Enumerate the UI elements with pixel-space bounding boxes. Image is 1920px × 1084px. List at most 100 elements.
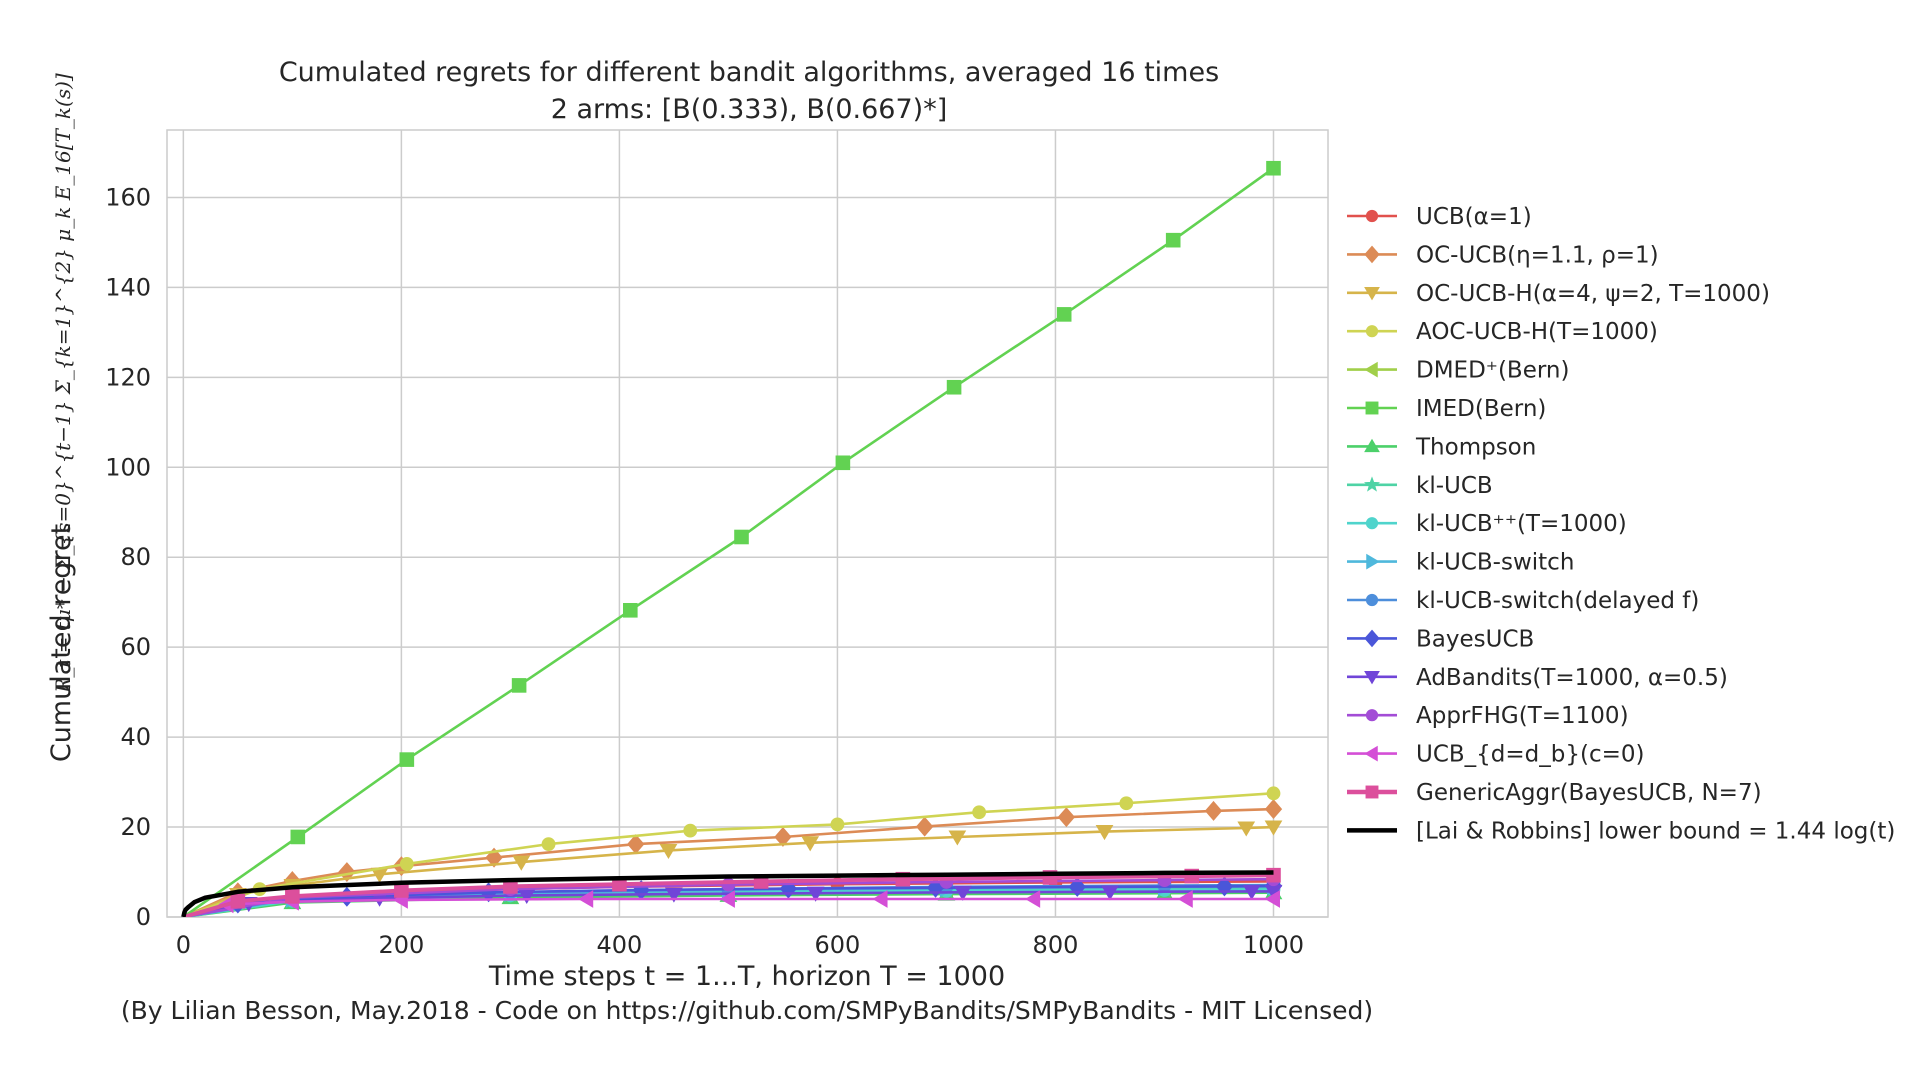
data-point-marker bbox=[1057, 807, 1076, 828]
series-1 bbox=[182, 799, 1283, 917]
legend-entry: ApprFHG(T=1100) bbox=[1347, 703, 1629, 729]
data-point-marker bbox=[1101, 885, 1119, 901]
data-point-marker bbox=[915, 816, 934, 837]
data-point-marker bbox=[338, 862, 356, 882]
data-point-marker bbox=[1056, 307, 1072, 322]
legend-label: kl-UCB⁺⁺(T=1000) bbox=[1416, 511, 1627, 537]
data-point-marker bbox=[285, 889, 300, 904]
legend-entry: kl-UCB-switch bbox=[1347, 550, 1574, 576]
legend-label: [Lai & Robbins] lower bound = 1.44 log(t… bbox=[1416, 818, 1895, 844]
data-point-marker bbox=[1365, 517, 1379, 530]
chart-title-line-2: 2 arms: [B(0.333), B(0.667)*] bbox=[551, 94, 947, 125]
data-point-marker bbox=[719, 890, 735, 908]
data-point-marker bbox=[541, 837, 556, 852]
legend-label: GenericAggr(BayesUCB, N=7) bbox=[1416, 780, 1762, 806]
data-point-marker bbox=[665, 887, 683, 903]
data-point-marker bbox=[734, 529, 749, 545]
x-axis-label: Time steps t = 1...T, horizon T = 1000 bbox=[488, 961, 1005, 992]
data-point-marker bbox=[1119, 796, 1134, 811]
y-tick-label: 40 bbox=[120, 723, 151, 751]
data-point-marker bbox=[399, 752, 415, 767]
data-point-marker bbox=[946, 379, 962, 395]
legend-entry: [Lai & Robbins] lower bound = 1.44 log(t… bbox=[1347, 818, 1895, 844]
legend-label: OC-UCB(η=1.1, ρ=1) bbox=[1416, 242, 1659, 268]
y-tick-label: 100 bbox=[105, 453, 151, 481]
data-point-marker bbox=[1364, 287, 1380, 301]
data-point-marker bbox=[511, 678, 527, 693]
data-point-marker bbox=[1365, 209, 1379, 223]
data-point-marker bbox=[1364, 245, 1380, 264]
data-point-marker bbox=[1364, 629, 1380, 648]
data-point-marker bbox=[290, 829, 306, 845]
data-point-marker bbox=[659, 843, 678, 860]
x-tick-label: 200 bbox=[378, 931, 424, 959]
data-point-marker bbox=[1264, 890, 1280, 908]
legend-label: AOC-UCB-H(T=1000) bbox=[1416, 319, 1658, 345]
legend-entry: AdBandits(T=1000, α=0.5) bbox=[1347, 665, 1728, 691]
data-point-marker bbox=[948, 830, 967, 846]
data-point-marker bbox=[774, 826, 792, 847]
x-tick-label: 600 bbox=[815, 931, 861, 959]
x-tick-label: 400 bbox=[597, 931, 643, 959]
legend-entry: UCB_{d=d_b}(c=0) bbox=[1347, 742, 1645, 768]
legend-entry: BayesUCB bbox=[1347, 626, 1534, 652]
y-tick-label: 80 bbox=[120, 543, 151, 571]
legend-label: Thompson bbox=[1415, 434, 1536, 460]
legend: UCB(α=1) OC-UCB(η=1.1, ρ=1) OC-UCB-H(α=4, … bbox=[1347, 204, 1895, 844]
grid bbox=[167, 130, 1328, 918]
series-5 bbox=[182, 160, 1281, 917]
legend-entry: kl-UCB⁺⁺(T=1000) bbox=[1347, 511, 1627, 537]
data-point-marker bbox=[830, 817, 845, 832]
data-point-marker bbox=[872, 890, 888, 908]
y-axis-label-formula: R_t = tμ* − Σ_{s=0}^{t−1} Σ_{k=1}^{2} μ_… bbox=[51, 73, 75, 694]
data-point-marker bbox=[1364, 671, 1380, 685]
data-point-marker bbox=[1366, 553, 1380, 570]
data-point-marker bbox=[1365, 785, 1379, 799]
legend-label: IMED(Bern) bbox=[1416, 396, 1546, 422]
data-point-marker bbox=[1365, 325, 1379, 338]
data-point-marker bbox=[1365, 401, 1379, 415]
legend-entry: UCB(α=1) bbox=[1347, 204, 1532, 230]
legend-label: ApprFHG(T=1100) bbox=[1416, 703, 1629, 729]
legend-entry: DMED⁺(Bern) bbox=[1347, 358, 1569, 384]
data-point-marker bbox=[1266, 786, 1281, 801]
legend-entry: GenericAggr(BayesUCB, N=7) bbox=[1347, 780, 1762, 806]
legend-entry: AOC-UCB-H(T=1000) bbox=[1347, 319, 1658, 345]
data-point-marker bbox=[972, 805, 987, 820]
data-point-marker bbox=[1165, 232, 1181, 248]
y-tick-label: 0 bbox=[136, 903, 151, 931]
data-point-marker bbox=[623, 602, 638, 618]
y-axis-label: Cumulated regret R_t = tμ* − Σ_{s=0}^{t−… bbox=[46, 73, 77, 762]
data-point-marker bbox=[1364, 361, 1378, 378]
y-tick-label: 160 bbox=[105, 183, 151, 211]
series-layer bbox=[181, 160, 1283, 917]
legend-label: kl-UCB-switch(delayed f) bbox=[1416, 588, 1699, 614]
data-point-marker bbox=[1095, 825, 1114, 841]
legend-label: kl-UCB bbox=[1416, 473, 1493, 499]
data-point-marker bbox=[230, 893, 246, 909]
data-point-marker bbox=[1364, 438, 1380, 453]
legend-label: kl-UCB-switch bbox=[1416, 550, 1574, 576]
data-point-marker bbox=[1264, 820, 1283, 836]
data-point-marker bbox=[394, 883, 409, 898]
y-tick-label: 120 bbox=[105, 363, 151, 391]
legend-label: DMED⁺(Bern) bbox=[1416, 358, 1569, 384]
chart-title-line-1: Cumulated regrets for different bandit a… bbox=[279, 57, 1219, 88]
y-tick-label: 20 bbox=[120, 813, 151, 841]
data-point-marker bbox=[399, 857, 414, 871]
legend-label: UCB(α=1) bbox=[1416, 204, 1532, 230]
legend-entry: OC-UCB(η=1.1, ρ=1) bbox=[1347, 242, 1659, 268]
data-point-marker bbox=[1365, 593, 1379, 607]
data-point-marker bbox=[806, 886, 825, 902]
legend-label: UCB_{d=d_b}(c=0) bbox=[1416, 742, 1645, 768]
series-16 bbox=[181, 870, 1274, 917]
x-tick-label: 1000 bbox=[1243, 931, 1304, 959]
data-point-marker bbox=[1242, 884, 1261, 900]
data-point-marker bbox=[1365, 709, 1379, 722]
legend-label: BayesUCB bbox=[1416, 626, 1534, 652]
series-14 bbox=[183, 890, 1280, 917]
legend-label: OC-UCB-H(α=4, ψ=2, T=1000) bbox=[1416, 281, 1770, 307]
legend-entry: OC-UCB-H(α=4, ψ=2, T=1000) bbox=[1347, 281, 1770, 307]
data-point-marker bbox=[578, 890, 594, 908]
